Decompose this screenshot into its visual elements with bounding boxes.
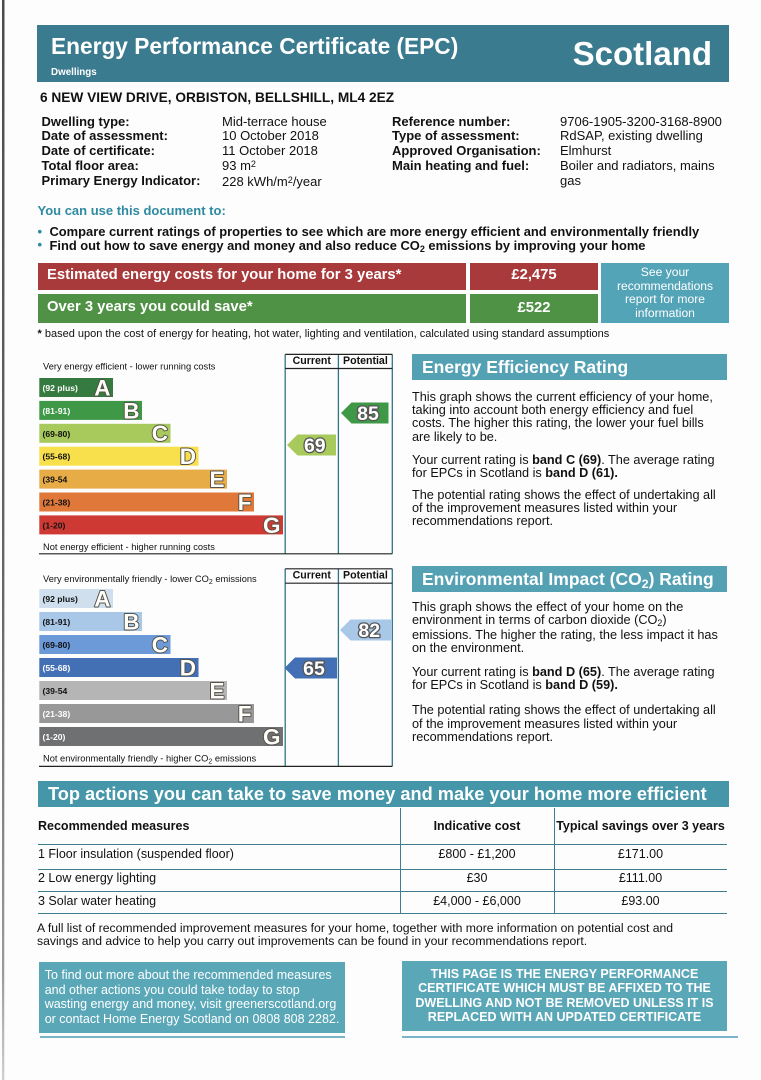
svg-text:F: F (238, 490, 252, 515)
svg-text:(69-80): (69-80) (43, 640, 71, 650)
svg-text:A: A (94, 586, 110, 611)
svg-text:(92 plus): (92 plus) (43, 383, 78, 393)
svg-text:85: 85 (357, 403, 379, 425)
svg-text:(21-38): (21-38) (43, 498, 71, 508)
svg-text:Potential: Potential (343, 355, 388, 367)
svg-text:(81-91): (81-91) (43, 406, 71, 416)
svg-text:(69-80): (69-80) (43, 429, 71, 439)
svg-text:C: C (152, 632, 168, 657)
svg-text:(55-68): (55-68) (43, 452, 71, 462)
svg-text:B: B (123, 398, 139, 423)
svg-text:C: C (152, 421, 168, 446)
svg-text:(21-38): (21-38) (43, 709, 71, 719)
svg-text:82: 82 (358, 620, 380, 642)
svg-text:(55-68): (55-68) (43, 663, 71, 673)
svg-text:65: 65 (303, 658, 325, 680)
svg-text:(39-54: (39-54 (43, 686, 68, 696)
svg-text:(1-20): (1-20) (43, 520, 66, 530)
svg-text:D: D (180, 655, 196, 680)
svg-text:G: G (263, 513, 281, 538)
svg-text:Very energy efficient - lower: Very energy efficient - lower running co… (43, 362, 216, 372)
svg-text:Current: Current (293, 570, 332, 582)
svg-text:E: E (209, 678, 224, 703)
svg-text:69: 69 (304, 435, 326, 457)
svg-text:(92 plus): (92 plus) (43, 594, 78, 604)
svg-text:(81-91): (81-91) (43, 617, 71, 627)
svg-text:Not energy efficient - higher: Not energy efficient - higher running co… (43, 542, 215, 552)
svg-text:(1-20): (1-20) (43, 732, 66, 742)
svg-text:F: F (238, 701, 252, 726)
svg-text:Very environmentally friendly: Very environmentally friendly - lower CO… (43, 574, 257, 586)
svg-text:Not environmentally friendly -: Not environmentally friendly - higher CO… (43, 754, 257, 766)
svg-text:A: A (94, 375, 110, 400)
svg-text:D: D (180, 444, 196, 469)
svg-text:E: E (209, 467, 224, 492)
svg-text:(39-54: (39-54 (43, 475, 68, 485)
svg-text:Potential: Potential (343, 570, 388, 582)
svg-text:Current: Current (293, 355, 332, 367)
svg-text:B: B (123, 609, 139, 634)
svg-text:G: G (263, 724, 281, 749)
